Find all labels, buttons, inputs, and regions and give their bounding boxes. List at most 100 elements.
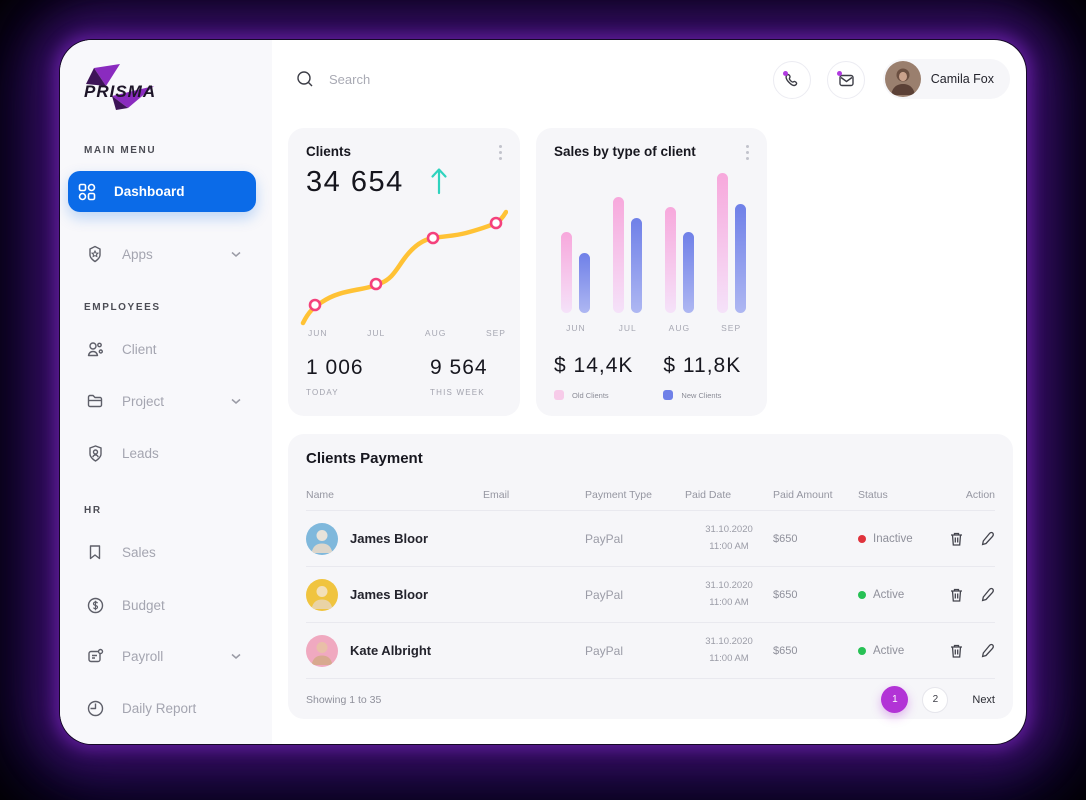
topbar: Search Camila Fox <box>272 40 1026 158</box>
pagination: 1 2 Next <box>881 686 995 713</box>
bar-group: SEP <box>711 173 751 333</box>
table-row[interactable]: James Bloor PayPal 31.10.2020 11:00 AM $6… <box>306 567 995 623</box>
sales-icon <box>84 541 106 563</box>
kebab-menu-icon[interactable] <box>492 142 508 162</box>
week-stat: 9 564 THIS WEEK <box>430 356 488 397</box>
sales-bars: JUN JUL AUG SEP <box>550 173 757 333</box>
sidebar-item-budget[interactable]: Budget <box>76 587 256 623</box>
leads-icon <box>84 442 106 464</box>
bar-new-clients <box>734 203 746 313</box>
table-header: Name Email Payment Type Paid Date Paid A… <box>306 480 995 511</box>
status-badge: Active <box>858 645 946 657</box>
kebab-menu-icon[interactable] <box>739 142 755 162</box>
new-clients-legend: New Clients <box>663 390 741 400</box>
edit-button[interactable] <box>980 587 995 603</box>
sidebar-item-label: Sales <box>122 544 156 560</box>
status-badge: Active <box>858 589 946 601</box>
apps-icon <box>84 243 106 265</box>
bar-new-clients <box>682 231 694 313</box>
user-menu[interactable]: Camila Fox <box>882 59 1010 99</box>
daily-report-icon <box>84 697 106 719</box>
avatar <box>306 578 338 611</box>
table-row[interactable]: Kate Albright PayPal 31.10.2020 11:00 AM … <box>306 623 995 679</box>
bar-group: AUG <box>659 173 699 333</box>
section-employees: EMPLOYEES <box>84 302 161 313</box>
payment-type: PayPal <box>585 643 624 658</box>
line-chart-month-labels: JUN JUL AUG SEP <box>308 328 506 338</box>
clients-line-chart <box>300 209 508 326</box>
section-hr: HR <box>84 505 102 516</box>
phone-button[interactable] <box>773 61 811 99</box>
paid-amount: $650 <box>773 532 798 545</box>
prisma-logo-icon <box>86 64 154 110</box>
legend-swatch <box>554 390 564 400</box>
avatar <box>306 522 338 555</box>
logo-text: PRISMA <box>84 82 157 101</box>
sidebar-item-label: Apps <box>122 246 153 262</box>
section-main-menu: MAIN MENU <box>84 145 157 156</box>
user-name: Camila Fox <box>930 72 994 86</box>
edit-button[interactable] <box>980 643 995 659</box>
table-title: Clients Payment <box>306 450 423 467</box>
trend-up-arrow-icon <box>431 168 447 195</box>
delete-button[interactable] <box>949 587 964 603</box>
notification-dot <box>783 71 788 76</box>
sidebar-item-leads[interactable]: Leads <box>76 435 256 471</box>
bar-group: JUL <box>608 173 648 333</box>
page-button-1[interactable]: 1 <box>881 686 909 713</box>
bar-old-clients <box>613 196 625 313</box>
sidebar-item-apps[interactable]: Apps <box>76 236 256 272</box>
mail-button[interactable] <box>827 61 865 99</box>
trash-icon <box>951 532 962 546</box>
legend-swatch <box>663 390 674 400</box>
bar-month-label: JUL <box>618 323 637 333</box>
search-input[interactable]: Search <box>296 66 370 92</box>
bar-month-label: SEP <box>721 323 742 333</box>
pencil-icon <box>981 531 994 545</box>
client-icon <box>84 338 106 360</box>
budget-icon <box>84 594 106 616</box>
sidebar-item-daily-report[interactable]: Daily Report <box>76 690 256 726</box>
sidebar-item-label: Leads <box>122 445 159 461</box>
delete-button[interactable] <box>949 643 964 659</box>
clients-total-value: 34 654 <box>306 166 404 198</box>
client-name: James Bloor <box>350 531 429 546</box>
today-value: 1 006 <box>306 356 364 379</box>
bar-month-label: JUN <box>566 323 586 333</box>
next-page-button[interactable]: Next <box>972 693 995 706</box>
sidebar-item-payroll[interactable]: Payroll <box>76 638 256 674</box>
payment-type: PayPal <box>585 587 624 602</box>
status-dot <box>858 646 866 655</box>
phone-icon <box>784 73 797 86</box>
new-clients-total: $ 11,8K New Clients <box>663 354 742 400</box>
status-dot <box>858 534 866 543</box>
bar-old-clients <box>664 206 676 313</box>
search-icon <box>297 70 313 86</box>
card-title: Clients <box>306 144 352 159</box>
old-clients-total: $ 14,4K Old Clients <box>554 354 634 400</box>
delete-button[interactable] <box>949 531 964 547</box>
chevron-down-icon <box>230 397 242 405</box>
mail-icon <box>838 74 854 86</box>
edit-button[interactable] <box>980 531 995 547</box>
old-clients-legend: Old Clients <box>554 390 633 400</box>
dashboard-icon <box>76 181 98 203</box>
paid-amount: $650 <box>773 588 798 601</box>
bar-new-clients <box>631 217 643 313</box>
sidebar-item-client[interactable]: Client <box>76 331 256 367</box>
table-footer: Showing 1 to 35 1 2 Next <box>306 686 995 713</box>
sidebar-item-label: Budget <box>122 597 165 613</box>
sidebar-item-sales[interactable]: Sales <box>76 534 256 570</box>
bar-new-clients <box>579 252 591 313</box>
page-button-2[interactable]: 2 <box>922 686 949 713</box>
search-placeholder: Search <box>329 71 371 87</box>
bar-month-label: AUG <box>668 323 691 333</box>
table-row[interactable]: James Bloor PayPal 31.10.2020 11:00 AM $6… <box>306 511 995 567</box>
sidebar-item-label: Dashboard <box>114 184 185 199</box>
sidebar-item-dashboard[interactable]: Dashboard <box>68 171 256 212</box>
sidebar-item-project[interactable]: Project <box>76 383 256 419</box>
payment-type: PayPal <box>585 531 624 546</box>
avatar <box>884 61 921 97</box>
pencil-icon <box>981 643 994 657</box>
prisma-logo: PRISMA <box>76 60 196 118</box>
